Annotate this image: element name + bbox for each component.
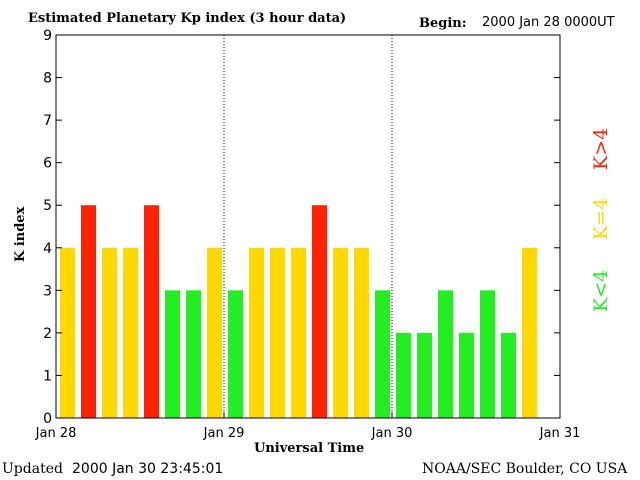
kp-bar [165, 290, 180, 418]
kp-bar [438, 290, 453, 418]
legend-low: K<4 [590, 269, 612, 312]
kp-bar [333, 247, 348, 418]
y-tick-label: 8 [43, 71, 52, 87]
y-tick-label: 7 [43, 113, 52, 129]
legend-high: K>4 [590, 127, 612, 170]
y-tick-label: 9 [43, 28, 52, 44]
y-tick-label: 3 [43, 283, 52, 299]
kp-bar [60, 247, 75, 418]
kp-bar [123, 247, 138, 418]
y-tick-label: 6 [43, 156, 52, 172]
kp-bar [102, 247, 117, 418]
y-tick-label: 1 [43, 368, 52, 384]
kp-bar [291, 247, 306, 418]
source-credit: NOAA/SEC Boulder, CO USA [422, 461, 628, 477]
kp-bar [186, 290, 201, 418]
y-axis-label: K index [13, 206, 28, 262]
y-tick-label: 5 [43, 198, 52, 214]
kp-bar [480, 290, 495, 418]
kp-bar [249, 247, 264, 418]
x-tick-label: Jan 29 [203, 426, 245, 441]
y-tick-label: 0 [43, 411, 52, 427]
x-tick-label: Jan 31 [539, 426, 581, 441]
kp-bar [270, 247, 285, 418]
kp-bar [207, 247, 222, 418]
kp-bar [375, 290, 390, 418]
kp-bar [312, 205, 327, 418]
plot-frame [55, 34, 561, 419]
x-axis-label: Universal Time [254, 441, 365, 456]
legend-mid: K=4 [590, 197, 612, 240]
kp-bar [354, 247, 369, 418]
x-tick-label: Jan 28 [35, 426, 77, 441]
updated-value: 2000 Jan 30 23:45:01 [72, 461, 224, 477]
kp-bar [396, 332, 411, 418]
kp-bar [417, 332, 432, 418]
updated-label: Updated [2, 461, 63, 477]
y-tick-label: 4 [43, 241, 52, 257]
kp-bar [144, 205, 159, 418]
kp-bar [81, 205, 96, 418]
chart-title: Estimated Planetary Kp index (3 hour dat… [28, 11, 347, 26]
kp-bar [459, 332, 474, 418]
kp-bar [228, 290, 243, 418]
begin-value: 2000 Jan 28 0000UT [482, 15, 615, 30]
x-tick-label: Jan 30 [371, 426, 413, 441]
y-tick-label: 2 [43, 326, 52, 342]
begin-label: Begin: [419, 16, 467, 31]
kp-bar [522, 247, 537, 418]
kp-bar [501, 332, 516, 418]
